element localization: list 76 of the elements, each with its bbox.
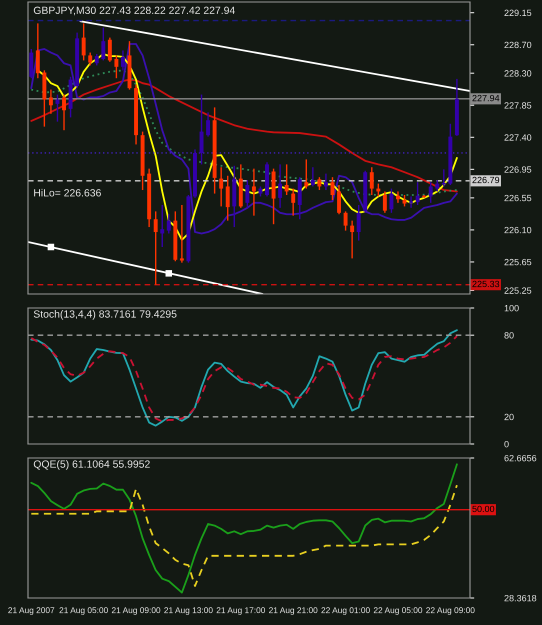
ref-line-label: 225.33 (472, 280, 500, 288)
candlestick (180, 204, 184, 264)
candlestick (36, 22, 40, 79)
x-tick-label: 21 Aug 2007 (8, 607, 54, 615)
candlestick (382, 190, 387, 214)
ref-line-label: 227.94 (472, 94, 500, 102)
candlestick (370, 166, 374, 196)
y-tick-label: 62.6656 (504, 454, 536, 462)
candlestick (356, 204, 361, 242)
candlestick (82, 22, 86, 62)
candlestick (120, 50, 125, 72)
annotation: HiLo= 226.636 (34, 188, 101, 197)
candlestick (337, 184, 341, 215)
candlestick (310, 166, 315, 188)
y-tick-label: 225.65 (504, 258, 532, 266)
candlestick (376, 182, 380, 198)
candlestick (389, 188, 394, 214)
candlestick (62, 94, 66, 131)
candlestick (258, 186, 262, 198)
candlestick (108, 36, 112, 63)
x-tick-label: 21 Aug 13:00 (164, 607, 213, 615)
y-tick-label: 225.25 (504, 287, 532, 294)
candlestick (278, 164, 282, 209)
chart-title: Stoch(13,4,4) 83.7161 79.4295 (34, 310, 176, 320)
candlestick (350, 220, 354, 260)
y-tick-label: 0 (504, 440, 509, 448)
candlestick (344, 210, 348, 232)
candlestick (245, 179, 250, 209)
x-tick-label: 21 Aug 05:00 (60, 607, 108, 615)
candlestick (200, 94, 204, 166)
candlestick (330, 176, 334, 201)
candlestick (114, 54, 118, 79)
y-tick-label: 227.85 (504, 102, 532, 109)
line-series (30, 484, 458, 587)
candlestick (416, 181, 420, 206)
y-tick-label: 227.40 (504, 134, 532, 141)
candlestick (409, 196, 414, 209)
candlestick (324, 172, 328, 191)
candlestick (160, 204, 164, 248)
candlestick (428, 181, 433, 204)
candlestick (317, 176, 322, 191)
x-tick-label: 21 Aug 17:00 (216, 607, 266, 615)
y-tick-label: 226.10 (504, 226, 532, 234)
candlestick (442, 168, 446, 188)
candlestick (206, 112, 210, 138)
candlestick (154, 210, 158, 286)
candlestick (435, 179, 440, 192)
chart-title: GBPJPY,M30 227.43 228.22 227.42 227.94 (34, 6, 235, 16)
candlestick (219, 166, 224, 208)
chart-title: QQE(5) 61.1064 55.9952 (34, 460, 150, 470)
candlestick (402, 194, 406, 208)
candlestick (56, 94, 60, 122)
candlestick (396, 190, 400, 204)
y-tick-label: 80 (504, 332, 514, 339)
x-tick-label: 22 Aug 05:00 (374, 607, 422, 615)
y-tick-label: 229.15 (504, 10, 532, 16)
y-tick-label: 228.70 (504, 42, 532, 48)
candlestick (101, 26, 106, 62)
candlestick (284, 164, 289, 196)
ref-line-label: 50.00 (472, 506, 494, 512)
x-tick-label: 22 Aug 09:00 (426, 607, 475, 615)
x-tick-label: 21 Aug 09:00 (112, 607, 160, 615)
candlestick (252, 168, 256, 216)
y-tick-label: 226.95 (504, 166, 532, 173)
y-tick-label: 100 (504, 304, 519, 312)
candlestick (48, 88, 53, 115)
candlestick (291, 188, 296, 216)
x-tick-label: 22 Aug 01:00 (321, 607, 370, 615)
x-tick-label: 21 Aug 21:00 (269, 607, 318, 615)
candlestick (304, 158, 308, 190)
y-tick-label: 20 (504, 414, 514, 420)
ref-line-label: 226.79 (472, 176, 500, 184)
candlestick (88, 52, 92, 66)
y-tick-label: 226.55 (504, 194, 532, 202)
y-tick-label: 228.30 (504, 70, 532, 77)
y-tick-label: 28.3618 (504, 594, 536, 602)
